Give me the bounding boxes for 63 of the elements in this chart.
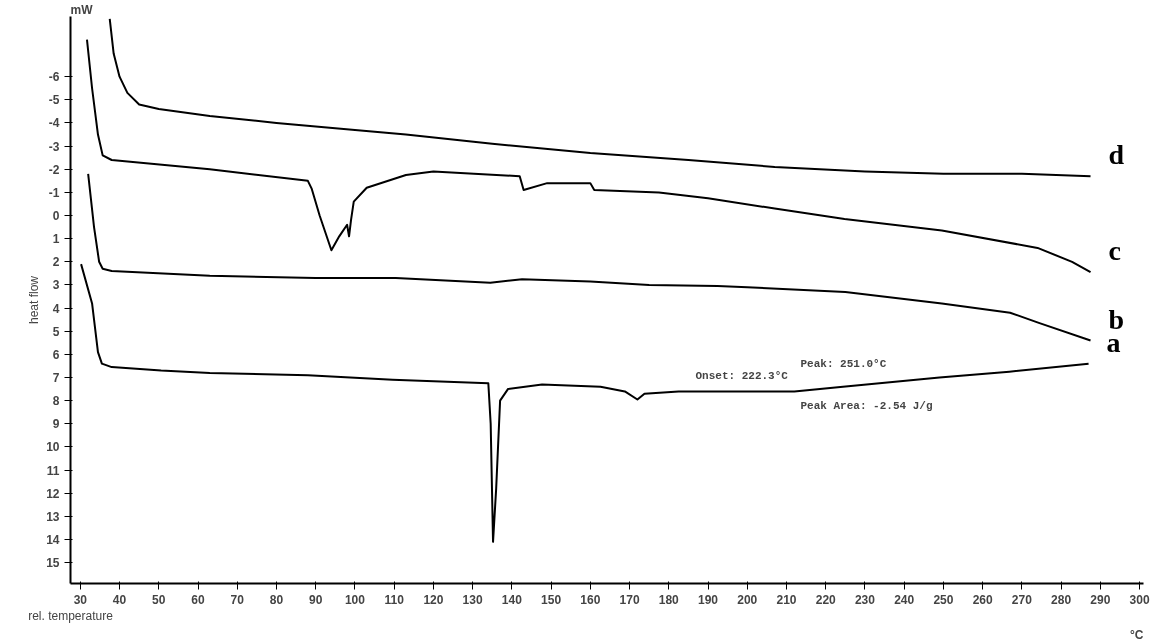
x-tick-label: 40: [112, 592, 127, 607]
y-tick-label: 8: [52, 394, 60, 409]
series-label: c: [1108, 235, 1121, 267]
annotation: Onset: 222.3°C: [695, 369, 789, 382]
y-tick-label: 0: [52, 209, 60, 224]
x-tick-label: 60: [191, 592, 205, 607]
y-tick-label: -3: [48, 139, 60, 154]
y-tick-label: 7: [52, 371, 60, 386]
annotation: Peak: 251.0°C: [800, 357, 887, 370]
y-tick-label: 13: [46, 509, 60, 524]
text: °C: [1130, 627, 1144, 641]
x-tick-label: 100: [344, 592, 366, 607]
line-series: [108, 17, 1092, 178]
y-tick-label: 3: [52, 278, 60, 293]
x-tick-label: 50: [152, 592, 166, 607]
x-tick-label: 170: [619, 592, 640, 607]
x-tick-label: 260: [972, 592, 993, 607]
x-tick-label: 110: [384, 592, 405, 607]
x-tick-label: 190: [698, 592, 719, 607]
x-tick-label: 160: [580, 592, 601, 607]
x-tick-label: 290: [1090, 592, 1111, 607]
y-tick-label: -5: [48, 93, 60, 108]
annotation: mW: [70, 2, 94, 17]
x-tick-label: 210: [776, 592, 797, 607]
x-tick-label: 130: [462, 592, 483, 607]
y-tick-label: -1: [48, 185, 60, 200]
y-tick-label: 9: [52, 417, 60, 432]
y-tick-label: 6: [52, 347, 60, 362]
x-tick-label: 30: [73, 592, 88, 607]
line-series: [80, 263, 1090, 543]
x-tick-label: 220: [815, 592, 837, 607]
y-tick-label: 11: [46, 463, 60, 478]
y-tick-label: 5: [52, 324, 60, 339]
annotation: Peak Area: -2.54 J/g: [800, 399, 933, 412]
series-label: d: [1108, 139, 1125, 171]
y-tick-label: 14: [46, 533, 60, 548]
x-tick-label: 70: [230, 592, 245, 607]
x-tick-label: 230: [854, 592, 876, 607]
y-tick-label: -2: [48, 162, 60, 177]
y-tick-label: 15: [46, 556, 60, 571]
x-tick-label: 90: [309, 592, 323, 607]
x-tick-label: 150: [541, 592, 562, 607]
x-tick-label: 120: [423, 592, 444, 607]
x-tick-label: 300: [1129, 592, 1150, 607]
y-tick-label: 2: [52, 255, 60, 270]
x-tick-label: 280: [1051, 592, 1072, 607]
x-tick-label: 200: [737, 592, 758, 607]
x-tick-label: 270: [1011, 592, 1033, 607]
x-axis-title: rel. temperature: [28, 608, 114, 623]
y-tick-label: -4: [48, 116, 60, 131]
x-tick-label: 250: [933, 592, 954, 607]
x-tick-label: 240: [894, 592, 915, 607]
x-tick-label: 80: [269, 592, 284, 607]
y-tick-label: 12: [46, 486, 60, 501]
y-tick-label: 1: [52, 232, 60, 247]
y-tick-label: 4: [52, 301, 60, 316]
line-series: [87, 172, 1092, 342]
y-tick-label: -6: [48, 70, 60, 85]
line-series: [85, 38, 1092, 274]
x-tick-label: 140: [501, 592, 523, 607]
y-axis-title: heat flow: [27, 275, 42, 325]
y-tick-label: 10: [46, 440, 60, 455]
x-tick-label: 180: [658, 592, 680, 607]
